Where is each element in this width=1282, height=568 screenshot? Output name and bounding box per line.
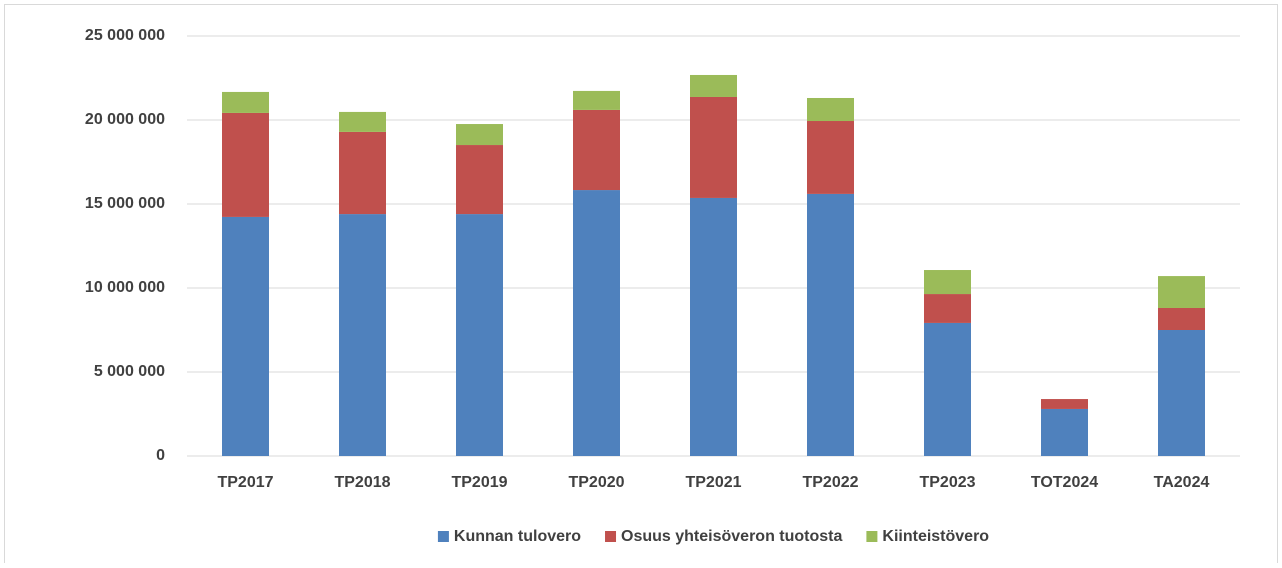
y-tick-label: 25 000 000 [85,27,165,44]
bar-segment [807,97,854,122]
bar-segment [1158,330,1205,456]
legend-swatch [437,531,449,542]
bar-segment [807,193,854,457]
y-tick-label: 0 [156,447,165,464]
x-tick-label: TA2024 [1154,474,1210,491]
y-tick-label: 10 000 000 [85,279,165,296]
bar-segment [924,322,971,456]
bar-segment [1041,399,1088,409]
bar-segment [222,112,269,217]
bar-segment [573,190,620,456]
bar-segment [339,214,386,456]
bar-segment [924,294,971,323]
x-tick-label: TP2019 [451,474,507,491]
bar-segment [690,197,737,456]
bar-segment [1158,276,1205,308]
x-tick-label: TP2022 [802,474,858,491]
bar-segment [339,131,386,215]
bar-segment [1041,408,1088,456]
x-tick-label: TP2020 [568,474,624,491]
bar-segment [456,124,503,146]
x-tick-label: TP2021 [685,474,741,491]
bar-segment [456,214,503,456]
bar-segment [1158,307,1205,330]
legend-label: Osuus yhteisöveron tuotosta [621,528,842,545]
x-tick-label: TP2018 [334,474,390,491]
bar-segment [339,111,386,132]
x-tick-label: TP2017 [217,474,273,491]
x-tick-label: TOT2024 [1031,474,1098,491]
bar-segment [456,145,503,215]
legend-swatch [866,531,878,542]
bar-segment [690,74,737,97]
bar-segment [573,90,620,110]
x-tick-label: TP2023 [919,474,975,491]
legend-label: Kunnan tulovero [454,528,581,545]
y-tick-label: 20 000 000 [85,111,165,128]
bar-segment [924,270,971,295]
y-tick-label: 5 000 000 [94,363,165,380]
y-tick-label: 15 000 000 [85,195,165,212]
bar-segment [222,216,269,456]
legend-label: Kiinteistövero [882,528,989,545]
bar-segment [222,91,269,113]
bar-segment [573,109,620,191]
chart-frame [4,4,1278,568]
legend-swatch [605,531,617,542]
bar-segment [807,121,854,194]
bar-segment [690,96,737,198]
